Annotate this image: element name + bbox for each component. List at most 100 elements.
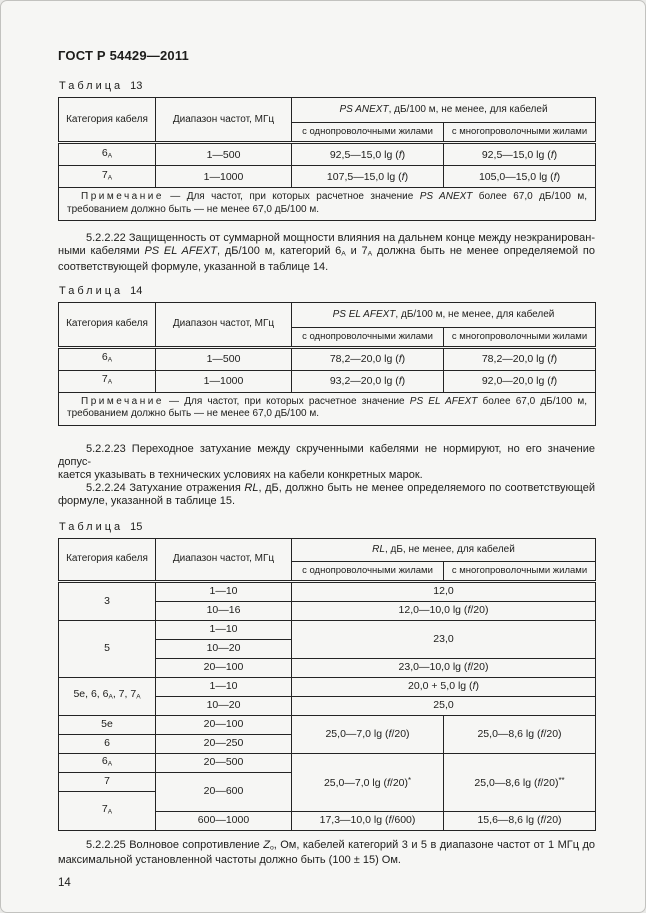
cell-category: 7А bbox=[58, 790, 156, 831]
frequency-column-header: Диапазон частот, МГц bbox=[155, 301, 292, 349]
values-group-header: PS ANEXT, дБ/100 м, не менее, для кабеле… bbox=[290, 97, 597, 123]
cell-category: 5 bbox=[58, 619, 156, 678]
cell-category: 6А bbox=[58, 142, 156, 166]
cell-frequency: 1—1000 bbox=[155, 165, 292, 188]
table-14-caption: Таблица 14 bbox=[59, 285, 593, 297]
cell-category: 5е, 6, 6А, 7, 7А bbox=[58, 676, 156, 716]
cell-frequency: 20—100 bbox=[155, 714, 292, 735]
single-wire-subheader: с однопроволочными жилами bbox=[291, 560, 444, 583]
category-column-header: Категория кабеля bbox=[58, 97, 156, 144]
paragraph-5-2-2-25: 5.2.2.25 Волновое сопротивление Zо, Ом, … bbox=[58, 838, 595, 867]
table-row: 6А 1—500 92,5—15,0 lg (f) 92,5—15,0 lg (… bbox=[58, 142, 597, 166]
table-15-caption-number: 15 bbox=[130, 520, 143, 533]
table-13-caption-number: 13 bbox=[130, 80, 143, 92]
table-row: 6А 20—500 25,0—7,0 lg (f/20)* 25,0—8,6 l… bbox=[58, 752, 596, 812]
cell-value: 23,0 bbox=[291, 619, 596, 659]
table-15-subheader-row: с однопроволочными жилами с многопроволо… bbox=[59, 560, 596, 583]
table-row: 10—16 12,0—10,0 lg (f/20) bbox=[59, 600, 596, 621]
table-row: 600—1000 17,3—10,0 lg (f/600) 15,6—8,6 l… bbox=[59, 810, 596, 831]
multi-wire-subheader: с многопроволочными жилами bbox=[442, 122, 597, 144]
table-13: Категория кабеля Диапазон частот, МГц PS… bbox=[57, 97, 597, 221]
document-code: ГОСТ Р 54429—2011 bbox=[58, 48, 189, 63]
values-group-header: PS EL AFEXT, дБ/100 м, не менее, для каб… bbox=[290, 301, 597, 328]
cell-frequency: 20—600 bbox=[155, 771, 292, 812]
table-row: 6 20—250 bbox=[58, 733, 596, 754]
table-row: 20—100 23,0—10,0 lg (f/20) bbox=[59, 657, 596, 678]
frequency-column-header: Диапазон частот, МГц bbox=[155, 537, 292, 583]
table-row: 7 20—600 bbox=[58, 771, 596, 812]
table-row: 6А 1—500 78,2—20,0 lg (f) 78,2—20,0 lg (… bbox=[58, 346, 597, 371]
cell-value: 23,0—10,0 lg (f/20) bbox=[291, 657, 596, 678]
cell-value: 20,0 + 5,0 lg (f) bbox=[291, 676, 596, 697]
cell-value-single: 25,0—7,0 lg (f/20) bbox=[291, 714, 444, 754]
table-row: 7А 1—1000 93,2—20,0 lg (f) 92,0—20,0 lg … bbox=[58, 369, 597, 393]
category-column-header: Категория кабеля bbox=[58, 537, 156, 583]
cell-value-multi: 25,0—8,6 lg (f/20)** bbox=[443, 752, 596, 812]
cell-frequency: 20—250 bbox=[155, 733, 292, 754]
single-wire-subheader: с однопроволочными жилами bbox=[291, 122, 444, 144]
table-13-subheader-row: с однопроволочными жилами с многопроволо… bbox=[59, 122, 597, 144]
cell-value-multi: 92,0—20,0 lg (f) bbox=[442, 369, 597, 393]
table-15-caption: Таблица 15 bbox=[59, 521, 593, 533]
table-14-subheader-row: с однопроволочными жилами с многопроволо… bbox=[59, 326, 597, 349]
single-wire-subheader: с однопроволочными жилами bbox=[291, 326, 444, 349]
frequency-column-header: Диапазон частот, МГц bbox=[155, 97, 292, 144]
cell-category: 6А bbox=[58, 752, 156, 773]
table-row: 7А 1—1000 107,5—15,0 lg (f) 105,0—15,0 l… bbox=[58, 165, 597, 188]
cell-category: 7А bbox=[58, 165, 156, 188]
table-14: Категория кабеля Диапазон частот, МГц PS… bbox=[57, 301, 597, 426]
table-row: 5 1—10 23,0 bbox=[58, 619, 596, 678]
table-13-caption: Таблица 13 bbox=[59, 80, 593, 92]
cell-frequency: 10—20 bbox=[155, 695, 292, 716]
table-13-note: Примечание — Для частот, при которых рас… bbox=[57, 187, 597, 221]
cell-frequency: 1—10 bbox=[155, 676, 292, 697]
cell-value-multi: 15,6—8,6 lg (f/20) bbox=[443, 810, 596, 831]
values-group-header: RL, дБ, не менее, для кабелей bbox=[291, 537, 596, 562]
cell-frequency: 20—100 bbox=[155, 657, 292, 678]
cell-value: 12,0—10,0 lg (f/20) bbox=[291, 600, 596, 621]
multi-wire-subheader: с многопроволочными жилами bbox=[443, 560, 596, 583]
cell-category: 7А bbox=[58, 369, 156, 393]
cell-value-multi: 92,5—15,0 lg (f) bbox=[442, 142, 597, 166]
table-15: Категория кабеля Диапазон частот, МГц RL… bbox=[58, 537, 596, 831]
paragraph-5-2-2-24: 5.2.2.24 Затухание отражения RL, дБ, дол… bbox=[58, 481, 595, 507]
cell-category: 6 bbox=[58, 733, 156, 754]
table-15-caption-word: Таблица bbox=[59, 520, 124, 533]
cell-frequency: 1—10 bbox=[155, 580, 292, 602]
cell-value-single: 25,0—7,0 lg (f/20)* bbox=[291, 752, 444, 812]
cell-category: 3 bbox=[58, 580, 156, 621]
cell-category: 7 bbox=[58, 771, 156, 792]
table-13-caption-word: Таблица bbox=[59, 80, 124, 92]
table-13-header-row: Категория кабеля Диапазон частот, МГц PS… bbox=[58, 97, 597, 144]
multi-wire-subheader: с многопроволочными жилами bbox=[442, 326, 597, 349]
cell-frequency: 1—500 bbox=[155, 346, 292, 371]
cell-category: 5е bbox=[58, 714, 156, 735]
cell-value-single: 93,2—20,0 lg (f) bbox=[291, 369, 444, 393]
cell-frequency: 10—20 bbox=[155, 638, 292, 659]
table-row: 5е 20—100 25,0—7,0 lg (f/20) 25,0—8,6 lg… bbox=[58, 714, 596, 754]
cell-frequency: 1—500 bbox=[155, 142, 292, 166]
paragraph-5-2-2-22: 5.2.2.22 Защищенность от суммарной мощно… bbox=[58, 232, 596, 273]
page-number: 14 bbox=[58, 877, 71, 890]
cell-frequency: 1—1000 bbox=[155, 369, 292, 393]
cell-value-single: 92,5—15,0 lg (f) bbox=[291, 142, 444, 166]
cell-frequency: 10—16 bbox=[155, 600, 292, 621]
cell-value-single: 17,3—10,0 lg (f/600) bbox=[291, 810, 444, 831]
cell-value-multi: 25,0—8,6 lg (f/20) bbox=[443, 714, 596, 754]
table-14-caption-word: Таблица bbox=[59, 284, 124, 297]
cell-frequency: 20—500 bbox=[155, 752, 292, 773]
table-14-caption-number: 14 bbox=[130, 284, 143, 297]
table-note-row: Примечание — Для частот, при которых рас… bbox=[57, 391, 597, 426]
cell-value: 25,0 bbox=[291, 695, 596, 716]
table-row: 3 1—10 12,0 bbox=[58, 580, 596, 621]
table-14-note: Примечание — Для частот, при которых рас… bbox=[57, 391, 597, 426]
paragraph-5-2-2-23: 5.2.2.23 Переходное затухание между скру… bbox=[58, 442, 595, 481]
cell-value-multi: 78,2—20,0 lg (f) bbox=[442, 346, 597, 371]
table-note-row: Примечание — Для частот, при которых рас… bbox=[57, 187, 597, 221]
cell-value: 12,0 bbox=[291, 580, 596, 602]
category-column-header: Категория кабеля bbox=[58, 301, 156, 349]
cell-value-single: 107,5—15,0 lg (f) bbox=[291, 165, 444, 188]
table-row: 7А bbox=[58, 790, 596, 831]
table-15-header-row: Категория кабеля Диапазон частот, МГц RL… bbox=[58, 537, 596, 583]
